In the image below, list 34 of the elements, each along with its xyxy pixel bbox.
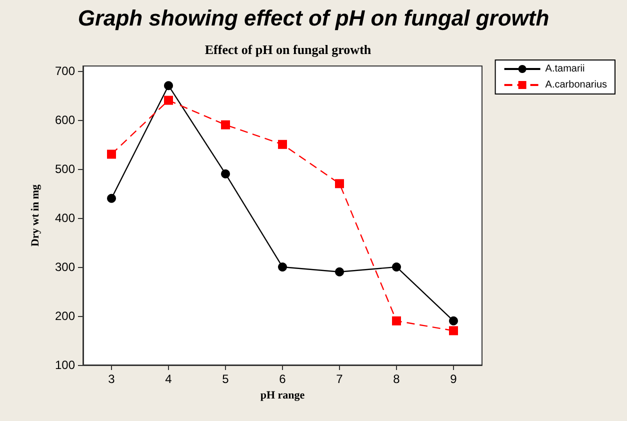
y-tick-label: 100 — [54, 358, 76, 372]
y-axis-title: Dry wt in mg — [30, 184, 42, 247]
point — [449, 316, 458, 326]
y-tick-label: 200 — [54, 308, 76, 323]
y-tick-label: 300 — [54, 260, 76, 274]
point — [221, 169, 230, 178]
point — [107, 150, 116, 159]
point — [164, 81, 173, 90]
x-axis-title: pH range — [260, 389, 305, 402]
point — [449, 326, 458, 336]
x-tick-label: 3 — [108, 372, 116, 386]
x-tick-label: 8 — [393, 372, 400, 386]
y-tick-label: 600 — [54, 112, 76, 127]
point — [107, 194, 116, 203]
chart-title: Graph showing effect of pH on fungal growth — [78, 6, 550, 30]
chart-subtitle: Effect of pH on fungal growth — [204, 42, 372, 57]
legend-label: A.carbonarius — [545, 80, 608, 90]
x-tick-label: 7 — [336, 372, 344, 386]
x-tick-label: 4 — [165, 372, 172, 386]
point — [335, 179, 344, 188]
x-tick-label: 9 — [450, 372, 458, 386]
point — [392, 316, 401, 326]
point — [278, 140, 287, 149]
point — [164, 96, 173, 105]
point — [221, 120, 230, 130]
x-tick-label: 6 — [279, 372, 286, 386]
x-tick-label: 5 — [222, 372, 230, 386]
point — [278, 262, 287, 272]
y-tick-label: 400 — [54, 210, 76, 225]
y-tick-label: 500 — [54, 162, 76, 176]
y-tick-label: 700 — [54, 64, 76, 78]
point — [335, 267, 344, 276]
legend-label: A.tamarii — [545, 64, 585, 74]
point — [392, 262, 401, 272]
